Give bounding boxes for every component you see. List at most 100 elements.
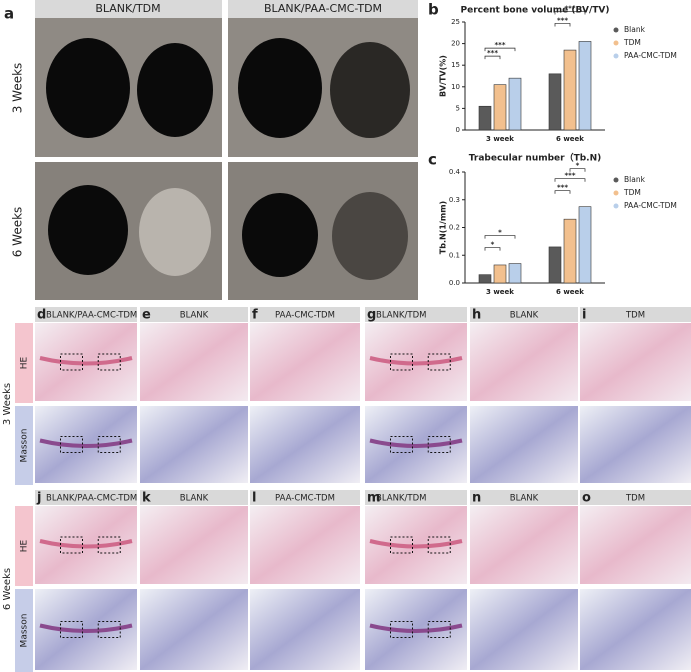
y-tick-label: 0.3 (449, 196, 460, 204)
column-header: BLANK/PAA-CMC-TDM (264, 2, 382, 15)
panel-header (35, 490, 137, 505)
panel-header-text: BLANK/PAA-CMC-TDM (46, 494, 137, 504)
panel-letter: k (142, 491, 151, 506)
panel-header-text: BLANK/TDM (376, 311, 426, 321)
tissue-section (39, 623, 133, 633)
tissue-section (369, 623, 463, 633)
column-header: BLANK/TDM (95, 2, 160, 15)
significance-mark: *** (487, 49, 498, 57)
panel-letter: c (428, 151, 437, 169)
y-tick-label: 20 (451, 40, 460, 48)
legend-marker (613, 40, 619, 46)
y-tick-label: 0.1 (449, 251, 460, 259)
y-tick-label: 0.2 (449, 224, 460, 232)
zoom-box (390, 621, 413, 638)
bar (578, 41, 592, 131)
legend-label: Blank (624, 175, 646, 184)
panel-letter: a (4, 5, 14, 23)
zoom-box (97, 621, 121, 638)
zoom-box (390, 353, 413, 371)
panel-header-text: BLANK/TDM (376, 494, 426, 504)
zoom-box (427, 353, 451, 371)
stain-label: HE (20, 539, 30, 552)
histology-image (140, 323, 248, 401)
legend-marker (613, 203, 619, 209)
tissue-section (369, 539, 463, 549)
panel-header (140, 490, 248, 505)
histology-image (470, 406, 578, 483)
y-tick-label: 0.0 (449, 279, 460, 287)
tissue-section (39, 356, 133, 366)
panel-header-text: PAA-CMC-TDM (275, 311, 335, 321)
legend-label: PAA-CMC-TDM (624, 201, 677, 210)
tissue-section (39, 539, 133, 549)
panel-header-text: BLANK (180, 311, 209, 321)
panel-letter: i (582, 308, 586, 323)
legend-label: TDM (623, 38, 641, 47)
panel-letter: j (36, 491, 41, 506)
panel-letter: d (37, 308, 46, 323)
zoom-box (60, 536, 83, 554)
bar (563, 218, 577, 284)
significance-bracket (554, 178, 586, 182)
stain-label: HE (20, 356, 30, 369)
histology-image (470, 506, 578, 584)
significance-bracket (484, 47, 516, 52)
legend-marker (613, 177, 619, 183)
chart-title: Trabecular number（Tb.N) (469, 153, 602, 164)
panel-header-text: BLANK/PAA-CMC-TDM (46, 311, 137, 321)
y-tick-label: 10 (451, 83, 460, 91)
legend-marker (613, 53, 619, 59)
bar (563, 49, 577, 131)
panel-letter: b (428, 1, 439, 19)
group-label: 6 Weeks (2, 568, 13, 610)
zoom-box (97, 436, 121, 453)
y-tick-label: 15 (451, 61, 460, 69)
histology-image (580, 323, 691, 401)
histology-image (140, 506, 248, 584)
panel-header (250, 307, 360, 322)
group-label: 3 Weeks (2, 383, 13, 425)
zoom-box (427, 621, 451, 638)
panel-header (365, 490, 467, 505)
panel-letter: m (367, 491, 381, 506)
bar (508, 77, 522, 131)
panel-header-text: BLANK (180, 494, 209, 504)
legend-marker (613, 27, 619, 33)
zoom-box (97, 353, 121, 371)
zoom-box (60, 436, 83, 453)
panel-letter: f (252, 308, 258, 323)
y-tick-label: 5 (456, 104, 460, 112)
row-label: 6 Weeks (11, 207, 25, 258)
significance-bracket (554, 11, 586, 15)
histology-image (140, 406, 248, 483)
histology-image (470, 589, 578, 670)
histology-image (580, 589, 691, 670)
bar (548, 246, 562, 284)
chart-title: Percent bone volume (BV/TV) (461, 6, 610, 16)
tissue-section (39, 438, 133, 448)
panel-letter: n (472, 491, 481, 506)
bar (478, 274, 492, 284)
significance-bracket (569, 168, 586, 172)
significance-bracket (554, 190, 571, 194)
micro-ct-images (35, 0, 418, 300)
panel-header (470, 490, 578, 505)
bar (493, 84, 507, 131)
y-axis-label: BV/TV(%) (439, 55, 448, 97)
zoom-box (427, 536, 451, 554)
histology-image (580, 406, 691, 483)
significance-bracket (554, 23, 571, 27)
histology-image (470, 323, 578, 401)
bar (478, 105, 492, 131)
legend-marker (613, 190, 619, 196)
significance-bracket (484, 247, 501, 251)
histology-image (250, 506, 360, 584)
panel-header (580, 490, 691, 505)
significance-mark: * (576, 162, 580, 170)
stain-label: Masson (20, 614, 30, 648)
tissue-section (369, 356, 463, 366)
zoom-box (390, 536, 413, 554)
panel-letter: h (472, 308, 481, 323)
